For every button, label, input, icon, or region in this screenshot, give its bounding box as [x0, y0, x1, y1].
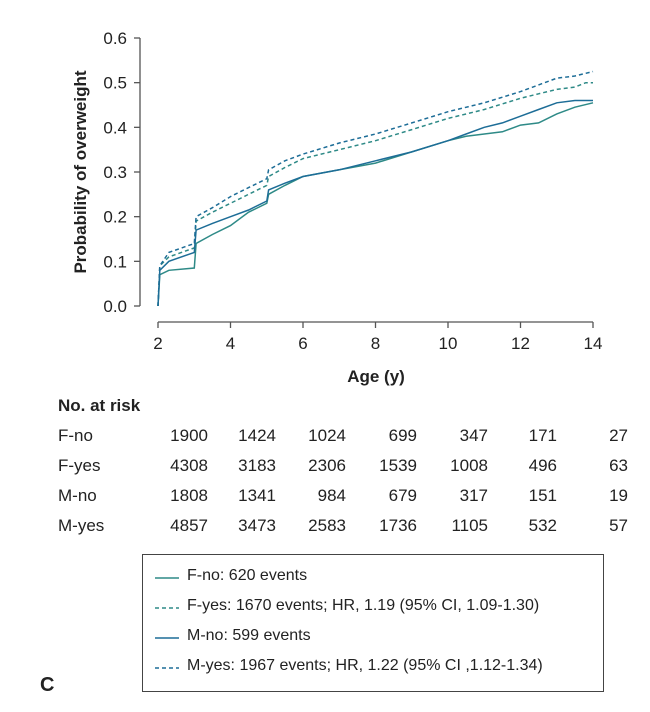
panel-letter: C — [40, 674, 55, 696]
legend-label: M-no: 599 events — [187, 627, 311, 644]
risk-row-label: M-no — [58, 486, 97, 505]
y-tick-label: 0.0 — [103, 297, 127, 316]
risk-cell: 1900 — [170, 426, 208, 445]
legend-label: M-yes: 1967 events; HR, 1.22 (95% CI ,1.… — [187, 657, 543, 674]
y-tick-label: 0.2 — [103, 208, 127, 227]
x-tick-label: 12 — [511, 334, 530, 353]
legend-swatch — [155, 577, 179, 579]
km-chart: 0.0 0.1 0.2 0.3 0.4 0.5 0.6 2 4 6 8 10 12 14 Probabil… — [71, 29, 602, 386]
legend-swatch — [155, 607, 179, 609]
y-tick-label: 0.3 — [103, 163, 127, 182]
risk-cell: 496 — [528, 456, 557, 475]
risk-row-label: F-no — [58, 426, 93, 445]
risk-cell: 171 — [528, 426, 557, 445]
risk-cell: 151 — [528, 486, 557, 505]
risk-row-label: F-yes — [58, 456, 101, 475]
series-line-m-no — [157, 99, 593, 307]
series-line-f-yes — [157, 81, 593, 307]
chart-axes: 0.0 0.1 0.2 0.3 0.4 0.5 0.6 2 4 6 8 10 12 14 — [103, 29, 602, 353]
y-axis-label: Probability of overweight — [71, 70, 90, 273]
risk-cell: 1341 — [238, 486, 276, 505]
x-tick-label: 2 — [153, 334, 162, 353]
risk-cell: 347 — [459, 426, 488, 445]
y-tick-label: 0.4 — [103, 118, 127, 137]
risk-row-m-no: M-no 1808 1341 984 679 317 151 19 — [0, 486, 650, 516]
legend-label: F-no: 620 events — [187, 567, 308, 584]
y-tick-label: 0.1 — [103, 252, 127, 271]
risk-table-title: No. at risk — [58, 396, 141, 415]
risk-cell: 57 — [609, 516, 628, 535]
risk-row-f-yes: F-yes 4308 3183 2306 1539 1008 496 63 — [0, 456, 650, 486]
risk-cell: 1105 — [451, 516, 488, 535]
risk-cell: 532 — [528, 516, 557, 535]
legend-swatch — [155, 667, 179, 669]
risk-cell: 1808 — [170, 486, 208, 505]
legend-label: F-yes: 1670 events; HR, 1.19 (95% CI, 1.… — [187, 597, 540, 614]
risk-cell: 1008 — [450, 456, 488, 475]
risk-cell: 984 — [317, 486, 346, 505]
risk-cell: 699 — [388, 426, 417, 445]
risk-cell: 2583 — [308, 516, 346, 535]
risk-cell: 4308 — [170, 456, 208, 475]
risk-row-label: M-yes — [58, 516, 105, 535]
y-tick-label: 0.6 — [103, 29, 127, 48]
risk-cell: 1736 — [379, 516, 417, 535]
risk-cell: 3183 — [238, 456, 276, 475]
risk-cell: 3473 — [238, 516, 276, 535]
chart-series — [157, 70, 594, 307]
x-tick-label: 4 — [226, 334, 235, 353]
risk-cell: 4857 — [170, 516, 208, 535]
chart-legend: F-no: 620 events F-yes: 1670 events; HR, … — [142, 554, 604, 692]
x-tick-label: 8 — [371, 334, 380, 353]
risk-cell: 63 — [609, 456, 628, 475]
risk-row-f-no: F-no 1900 1424 1024 699 347 171 27 — [0, 426, 650, 456]
risk-cell: 19 — [609, 486, 628, 505]
risk-cell: 2306 — [308, 456, 346, 475]
y-tick-label: 0.5 — [103, 74, 127, 93]
risk-row-m-yes: M-yes 4857 3473 2583 1736 1105 532 57 — [0, 516, 650, 546]
risk-cell: 1024 — [308, 426, 346, 445]
legend-swatch — [155, 637, 179, 639]
x-tick-label: 14 — [584, 334, 603, 353]
risk-cell: 1424 — [238, 426, 276, 445]
series-line-f-no — [157, 102, 594, 307]
x-tick-label: 10 — [439, 334, 458, 353]
x-axis-label: Age (y) — [347, 367, 405, 386]
risk-cell: 317 — [459, 486, 488, 505]
risk-cell: 1539 — [379, 456, 417, 475]
risk-cell: 27 — [609, 426, 628, 445]
risk-cell: 679 — [388, 486, 417, 505]
x-tick-label: 6 — [298, 334, 307, 353]
series-line-m-yes — [157, 70, 594, 307]
